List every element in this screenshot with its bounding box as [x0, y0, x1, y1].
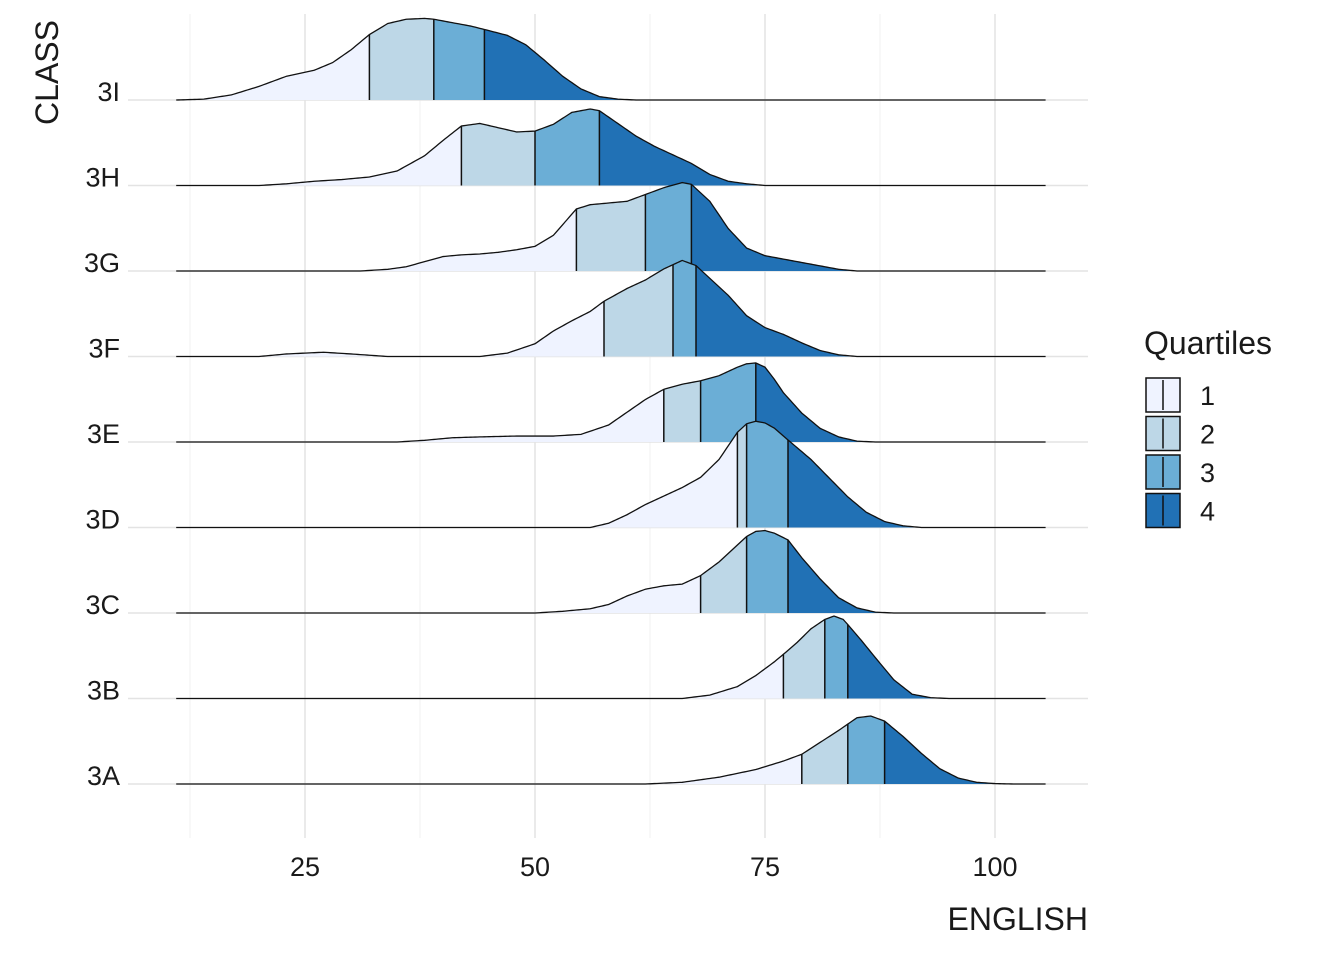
x-tick-label: 75 — [750, 852, 780, 882]
quartile-2-region — [369, 18, 434, 100]
quartile-3-region — [746, 421, 788, 528]
ridges — [176, 17, 1046, 785]
ridge-3C — [176, 529, 1046, 614]
x-tick-label: 50 — [520, 852, 550, 882]
legend-entry: 3 — [1145, 454, 1215, 490]
quartile-3-region — [645, 182, 692, 271]
density-outline — [176, 615, 1046, 700]
quartile-1-region — [176, 301, 604, 357]
quartile-2-region — [604, 264, 673, 357]
quartile-4-region — [884, 721, 1046, 784]
density-outline — [176, 715, 1046, 785]
y-tick-label: 3E — [87, 419, 120, 449]
quartile-1-region — [176, 389, 664, 442]
ridge-3I — [176, 17, 1046, 101]
quartile-1-region — [176, 432, 738, 528]
quartile-3-region — [824, 616, 848, 699]
ridge-3A — [176, 715, 1046, 785]
quartile-2-region — [576, 194, 646, 271]
quartile-1-region — [176, 654, 784, 699]
x-axis-title: ENGLISH — [948, 901, 1088, 937]
y-tick-label: 3C — [85, 590, 120, 620]
quartile-2-region — [700, 536, 747, 613]
quartile-2-region — [461, 123, 535, 186]
quartile-3-region — [673, 260, 696, 357]
quartile-4-region — [599, 110, 1046, 186]
y-tick-label: 3A — [87, 761, 120, 791]
x-axis-ticks: 25 50 75 100 — [290, 852, 1018, 882]
legend-label: 3 — [1200, 458, 1215, 488]
quartile-4-region — [788, 539, 1046, 613]
density-outline — [176, 362, 1046, 443]
quartile-3-region — [700, 362, 756, 442]
legend-entry: 1 — [1145, 377, 1215, 413]
quartile-2-region — [801, 724, 848, 784]
x-tick-label: 100 — [972, 852, 1017, 882]
quartile-1-region — [176, 34, 370, 100]
legend: Quartiles 1 2 3 4 — [1144, 325, 1272, 529]
legend-label: 1 — [1200, 381, 1215, 411]
quartile-4-region — [755, 362, 1046, 442]
quartile-1-region — [176, 575, 701, 613]
y-tick-label: 3F — [88, 334, 120, 364]
x-tick-label: 25 — [290, 852, 320, 882]
quartile-4-region — [788, 439, 1046, 528]
y-tick-label: 3G — [84, 248, 120, 278]
ridge-3B — [176, 615, 1046, 700]
y-axis-title: CLASS — [29, 20, 65, 125]
quartile-4-region — [847, 624, 1046, 699]
legend-entries: 1 2 3 4 — [1145, 377, 1215, 529]
y-tick-label: 3B — [87, 676, 120, 706]
ridge-3D — [176, 420, 1046, 529]
quartile-3-region — [433, 19, 485, 100]
legend-entry: 4 — [1145, 492, 1215, 529]
quartile-3-region — [535, 109, 600, 186]
quartile-1-region — [176, 208, 577, 271]
quartile-3-region — [746, 530, 788, 613]
quartile-4-region — [691, 184, 1046, 271]
quartile-1-region — [176, 126, 462, 186]
quartile-1-region — [176, 754, 802, 784]
y-tick-label: 3I — [97, 77, 120, 107]
y-tick-label: 3H — [85, 163, 120, 193]
quartile-3-region — [847, 716, 885, 784]
density-outline — [176, 420, 1046, 529]
y-axis-ticks: 3A 3B 3C 3D 3E 3F 3G 3H 3I — [84, 77, 120, 791]
legend-label: 2 — [1200, 420, 1215, 450]
ridge-3H — [176, 108, 1046, 187]
legend-title: Quartiles — [1144, 325, 1272, 361]
density-outline — [176, 259, 1046, 358]
legend-label: 4 — [1200, 497, 1215, 527]
density-outline — [176, 108, 1046, 187]
quartile-2-region — [663, 380, 701, 442]
quartile-2-region — [737, 423, 747, 528]
density-outline — [176, 529, 1046, 614]
quartile-4-region — [696, 265, 1046, 357]
density-outline — [176, 181, 1046, 272]
density-outline — [176, 17, 1046, 101]
ridge-3F — [176, 259, 1046, 358]
legend-entry: 2 — [1145, 415, 1215, 452]
quartile-2-region — [783, 619, 825, 699]
y-tick-label: 3D — [85, 505, 120, 535]
quartile-4-region — [484, 29, 1046, 101]
ridge-3E — [176, 362, 1046, 443]
ridge-3G — [176, 181, 1046, 272]
